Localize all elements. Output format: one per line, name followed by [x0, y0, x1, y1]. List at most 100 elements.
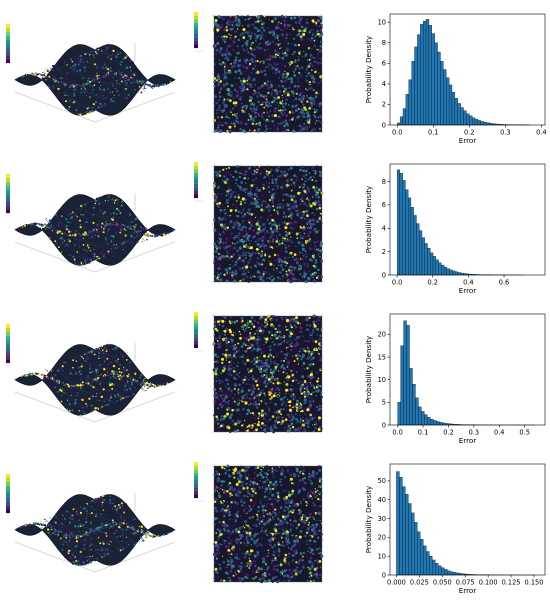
surface-error-point — [108, 72, 111, 74]
error-point — [316, 29, 319, 33]
error-point — [241, 15, 244, 18]
error-point — [260, 204, 263, 207]
error-point — [226, 255, 229, 258]
error-point — [222, 61, 225, 64]
surface-error-point — [105, 220, 107, 223]
error-point — [317, 92, 320, 95]
error-point — [250, 184, 254, 188]
error-point — [304, 93, 307, 96]
error-point — [271, 119, 275, 123]
error-point — [240, 115, 243, 118]
surface-error-point — [79, 249, 81, 251]
error-point — [292, 194, 296, 198]
x-tick-label: 0.0 — [392, 279, 403, 287]
error-point — [293, 96, 295, 98]
error-point — [251, 86, 253, 88]
surface-error-point — [97, 355, 100, 358]
error-point — [241, 197, 245, 201]
surface-error-point — [137, 220, 139, 222]
error-point — [239, 96, 243, 99]
surface-error-point — [95, 399, 97, 401]
error-point — [252, 262, 256, 266]
surface-error-point — [74, 244, 76, 246]
error-point — [231, 30, 235, 33]
surface-error-point — [59, 86, 61, 89]
surface-error-point — [64, 361, 67, 364]
surface-error-point — [91, 352, 94, 355]
surface-error-point — [131, 241, 133, 244]
surface-error-point — [106, 68, 110, 71]
surface-error-point — [65, 228, 68, 231]
error-point — [308, 97, 311, 100]
error-point — [253, 193, 257, 197]
error-point — [301, 194, 303, 196]
surface-error-point — [73, 85, 76, 88]
surface-error-point — [74, 234, 77, 237]
error-point — [250, 80, 254, 84]
error-point — [301, 66, 304, 69]
error-point — [246, 62, 248, 65]
error-point — [218, 93, 220, 95]
error-point — [298, 69, 300, 71]
surface-error-point — [90, 200, 92, 202]
error-point — [306, 226, 309, 229]
error-point — [292, 129, 296, 133]
colorbar-swatch — [6, 39, 10, 44]
error-point — [248, 89, 251, 92]
error-point — [302, 32, 306, 36]
error-point — [309, 193, 313, 197]
surface-error-point — [92, 356, 94, 358]
error-point — [266, 107, 268, 109]
error-point — [262, 183, 265, 187]
error-point — [273, 216, 276, 219]
error-point — [220, 53, 225, 57]
error-point — [255, 171, 258, 174]
error-point — [296, 42, 299, 45]
surface-error-point — [87, 76, 90, 78]
error-point — [265, 128, 268, 131]
error-point — [255, 186, 259, 190]
surface-error-point — [84, 92, 86, 94]
error-point — [242, 79, 246, 83]
surface-error-point — [91, 80, 93, 82]
surface-error-point — [122, 353, 124, 355]
error-point — [294, 220, 298, 224]
surface-error-point — [113, 360, 116, 363]
surface-error-point — [95, 109, 97, 111]
surface-error-point — [88, 64, 91, 67]
error-point — [277, 260, 281, 263]
colorbar-swatch — [6, 205, 10, 210]
error-point — [262, 273, 265, 276]
error-point — [237, 31, 240, 35]
error-point — [310, 98, 314, 101]
error-point — [258, 259, 260, 261]
error-point — [284, 54, 287, 57]
surface-error-point — [107, 250, 110, 253]
surface-error-point — [60, 228, 62, 231]
error-point — [214, 279, 217, 282]
surface-error-point — [101, 67, 104, 70]
error-point — [301, 241, 303, 243]
error-point — [306, 114, 310, 117]
error-point — [295, 175, 298, 178]
error-point — [220, 74, 224, 78]
error-point — [236, 16, 238, 18]
error-point — [243, 249, 245, 251]
surface-error-point — [133, 88, 136, 91]
colorbar-swatch — [194, 26, 198, 31]
error-point — [301, 110, 304, 113]
error-point — [289, 241, 291, 243]
error-point — [298, 269, 300, 272]
surface-error-point — [143, 233, 145, 235]
surface-error-point — [99, 374, 101, 377]
surface-error-point — [144, 82, 146, 85]
error-point — [249, 243, 251, 245]
error-map-2 — [194, 162, 324, 284]
error-point — [271, 93, 273, 95]
error-point — [278, 27, 280, 29]
surface-error-point — [50, 230, 53, 233]
error-point — [265, 105, 267, 107]
error-point — [221, 124, 224, 127]
surface-error-point — [86, 94, 88, 96]
surface-error-point — [59, 237, 62, 240]
